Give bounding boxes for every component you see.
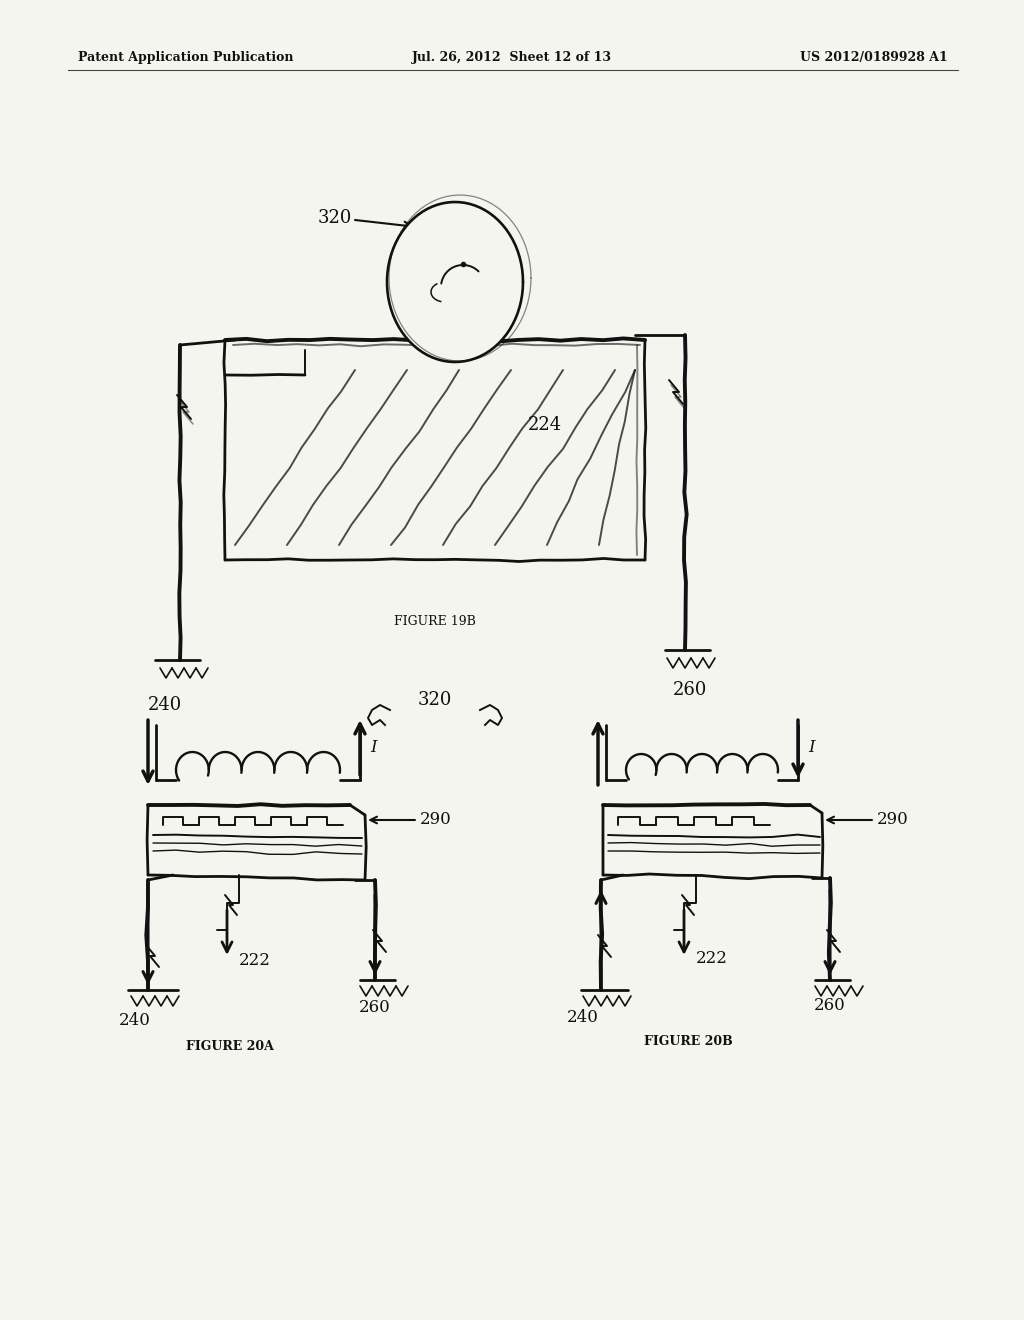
Text: US 2012/0189928 A1: US 2012/0189928 A1 bbox=[800, 51, 948, 65]
Text: 224: 224 bbox=[528, 416, 562, 434]
Text: Patent Application Publication: Patent Application Publication bbox=[78, 51, 294, 65]
Text: 260: 260 bbox=[673, 681, 708, 700]
Text: 222: 222 bbox=[696, 950, 728, 968]
Polygon shape bbox=[387, 202, 523, 362]
Text: Jul. 26, 2012  Sheet 12 of 13: Jul. 26, 2012 Sheet 12 of 13 bbox=[412, 51, 612, 65]
Text: 240: 240 bbox=[147, 696, 182, 714]
Text: I: I bbox=[808, 739, 815, 756]
Text: 320: 320 bbox=[318, 209, 352, 227]
Text: 240: 240 bbox=[119, 1012, 151, 1030]
Text: FIGURE 20A: FIGURE 20A bbox=[186, 1040, 274, 1053]
Text: 260: 260 bbox=[359, 999, 391, 1016]
Text: 290: 290 bbox=[877, 812, 908, 829]
Text: FIGURE 20B: FIGURE 20B bbox=[644, 1035, 732, 1048]
Text: FIGURE 19B: FIGURE 19B bbox=[394, 615, 476, 628]
Text: 222: 222 bbox=[239, 952, 271, 969]
Text: 240: 240 bbox=[567, 1008, 599, 1026]
Text: 260: 260 bbox=[814, 997, 846, 1014]
Text: 320: 320 bbox=[418, 690, 453, 709]
Text: 290: 290 bbox=[420, 812, 452, 829]
Text: I: I bbox=[370, 739, 377, 756]
